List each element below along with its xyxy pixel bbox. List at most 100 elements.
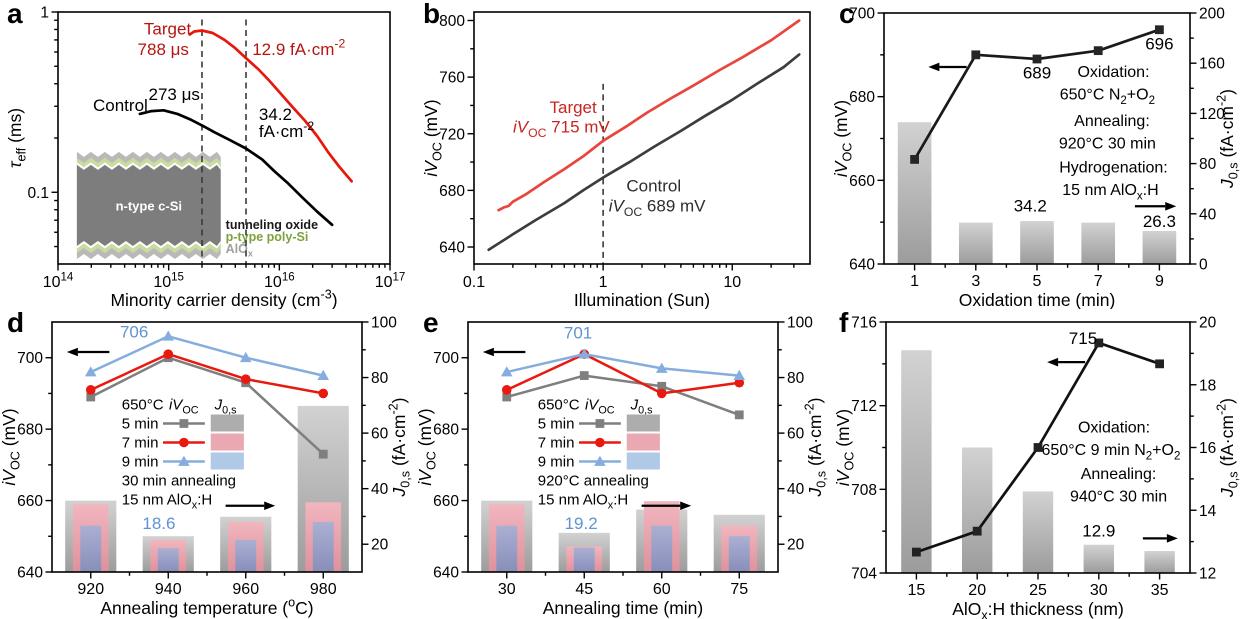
svg-text:15 nm AlOx:H: 15 nm AlOx:H bbox=[538, 492, 628, 512]
panel-e-chart: 30 45 60 75 640 660 680 700 20 40 60 80 100 Annealing… bbox=[416, 315, 829, 619]
svg-text:704: 704 bbox=[851, 566, 877, 583]
svg-text:940: 940 bbox=[155, 581, 182, 598]
svg-text:15: 15 bbox=[908, 582, 926, 599]
panel-c: c 1 3 5 7 9 640 660 680 700 0 40 80 120 160 200 Oxidati… bbox=[832, 0, 1248, 310]
svg-text:fA·cm-2: fA·cm-2 bbox=[259, 119, 314, 141]
svg-text:Annealing temperature (oC): Annealing temperature (oC) bbox=[100, 596, 313, 618]
svg-text:Oxidation time (min): Oxidation time (min) bbox=[959, 290, 1116, 310]
svg-text:700: 700 bbox=[849, 6, 875, 23]
svg-text:800: 800 bbox=[439, 13, 465, 30]
panel-c-chart: 1 3 5 7 9 640 660 680 700 0 40 80 120 160 200 Oxidation… bbox=[832, 6, 1241, 311]
svg-text:30: 30 bbox=[498, 581, 516, 598]
svg-text:5: 5 bbox=[1033, 273, 1042, 290]
svg-text:Target: Target bbox=[144, 20, 192, 39]
svg-text:12.9: 12.9 bbox=[1082, 522, 1115, 541]
svg-text:19.2: 19.2 bbox=[565, 514, 598, 533]
panel-f: f 15 20 25 30 35 704 708 712 716 12 14 16 18 20 AlOx:H… bbox=[832, 309, 1248, 619]
svg-text:Annealing:: Annealing: bbox=[1074, 113, 1150, 130]
svg-text:iVOC: iVOC bbox=[585, 397, 615, 417]
svg-text:25: 25 bbox=[1029, 582, 1047, 599]
panel-e-letter: e bbox=[423, 307, 439, 338]
svg-text:700: 700 bbox=[17, 350, 43, 367]
svg-text:696: 696 bbox=[1145, 34, 1173, 53]
svg-text:273 μs: 273 μs bbox=[149, 85, 200, 104]
svg-text:712: 712 bbox=[851, 398, 877, 415]
svg-text:1: 1 bbox=[40, 5, 49, 22]
svg-text:9 min: 9 min bbox=[538, 454, 575, 471]
panel-b: b 0.1 1 10 640 680 720 760 800 Illumination (Sun… bbox=[416, 0, 832, 310]
svg-text:10: 10 bbox=[723, 274, 741, 291]
panel-c-letter: c bbox=[839, 0, 855, 29]
svg-text:980: 980 bbox=[310, 581, 337, 598]
svg-text:715: 715 bbox=[1069, 329, 1097, 348]
svg-text:Minority carrier density (cm-3: Minority carrier density (cm-3) bbox=[110, 288, 337, 310]
svg-text:iVOC 689 mV: iVOC 689 mV bbox=[609, 197, 706, 220]
svg-text:iVOC 715 mV: iVOC 715 mV bbox=[513, 117, 610, 140]
svg-text:tunneling oxide: tunneling oxide bbox=[226, 218, 318, 232]
svg-text:Annealing:: Annealing: bbox=[1081, 466, 1157, 483]
svg-text:Oxidation:: Oxidation: bbox=[1077, 64, 1149, 81]
svg-text:n-type c-Si: n-type c-Si bbox=[116, 198, 182, 213]
svg-text:716: 716 bbox=[851, 315, 877, 332]
svg-text:Target: Target bbox=[549, 98, 597, 117]
panel-d-letter: d bbox=[7, 307, 25, 338]
svg-text:AlOx: AlOx bbox=[226, 242, 253, 258]
svg-text:1015: 1015 bbox=[153, 271, 184, 291]
panel-a: a n-type c-Si tunneling oxide p-type poly-… bbox=[0, 0, 416, 310]
svg-text:7 min: 7 min bbox=[538, 435, 575, 452]
svg-text:120: 120 bbox=[1199, 106, 1225, 123]
svg-text:680: 680 bbox=[433, 422, 459, 439]
svg-text:20: 20 bbox=[1199, 315, 1217, 332]
svg-text:Control: Control bbox=[626, 176, 681, 195]
svg-text:660: 660 bbox=[849, 173, 875, 190]
svg-text:J0,s (fA·cm-2): J0,s (fA·cm-2) bbox=[387, 398, 413, 498]
svg-text:iVOC (mV): iVOC (mV) bbox=[421, 99, 445, 176]
svg-text:75: 75 bbox=[730, 581, 748, 598]
svg-text:5 min: 5 min bbox=[538, 416, 575, 433]
svg-text:80: 80 bbox=[1199, 156, 1217, 173]
svg-text:40: 40 bbox=[1199, 206, 1217, 223]
svg-text:650°C: 650°C bbox=[122, 397, 164, 414]
svg-text:iVOC: iVOC bbox=[169, 397, 199, 417]
svg-text:12: 12 bbox=[1199, 566, 1216, 583]
svg-text:Control: Control bbox=[93, 96, 148, 115]
svg-text:9 min: 9 min bbox=[122, 454, 159, 471]
svg-text:160: 160 bbox=[1199, 56, 1225, 73]
svg-text:Oxidation:: Oxidation: bbox=[1078, 419, 1150, 436]
panel-d-chart: 920 940 960 980 640 660 680 700 20 40 60 80 100 Annea… bbox=[0, 315, 413, 619]
svg-text:0: 0 bbox=[1199, 257, 1208, 274]
svg-text:100: 100 bbox=[787, 315, 813, 332]
svg-text:650°C 9 min N2+O2: 650°C 9 min N2+O2 bbox=[1042, 442, 1181, 462]
svg-text:12.9 fA·cm-2: 12.9 fA·cm-2 bbox=[252, 37, 345, 59]
svg-text:640: 640 bbox=[17, 565, 43, 582]
svg-text:100: 100 bbox=[371, 315, 397, 332]
svg-text:20: 20 bbox=[968, 582, 986, 599]
svg-text:960: 960 bbox=[232, 581, 259, 598]
svg-text:iVOC (mV): iVOC (mV) bbox=[833, 409, 857, 486]
svg-text:Hydrogenation:: Hydrogenation: bbox=[1059, 159, 1168, 176]
svg-text:18.6: 18.6 bbox=[142, 514, 175, 533]
svg-text:660: 660 bbox=[17, 493, 43, 510]
svg-text:3: 3 bbox=[971, 273, 980, 290]
svg-text:200: 200 bbox=[1199, 6, 1225, 23]
svg-text:15 nm AlOx:H: 15 nm AlOx:H bbox=[122, 492, 212, 512]
svg-text:τeff (ms): τeff (ms) bbox=[5, 108, 29, 168]
svg-text:720: 720 bbox=[439, 126, 465, 143]
svg-text:26.3: 26.3 bbox=[1143, 212, 1176, 231]
svg-text:680: 680 bbox=[849, 89, 875, 106]
svg-text:J0,s (fA·cm-2): J0,s (fA·cm-2) bbox=[803, 398, 829, 498]
svg-text:80: 80 bbox=[371, 370, 389, 387]
svg-text:920: 920 bbox=[77, 581, 104, 598]
svg-text:660: 660 bbox=[433, 493, 459, 510]
svg-text:80: 80 bbox=[787, 370, 805, 387]
svg-text:34.2: 34.2 bbox=[259, 105, 292, 124]
svg-text:iVOC (mV): iVOC (mV) bbox=[832, 100, 855, 177]
svg-text:9: 9 bbox=[1155, 273, 1164, 290]
svg-text:J0,s: J0,s bbox=[214, 397, 238, 417]
svg-text:1017: 1017 bbox=[375, 271, 406, 291]
svg-text:760: 760 bbox=[439, 70, 465, 87]
svg-text:20: 20 bbox=[371, 537, 389, 554]
